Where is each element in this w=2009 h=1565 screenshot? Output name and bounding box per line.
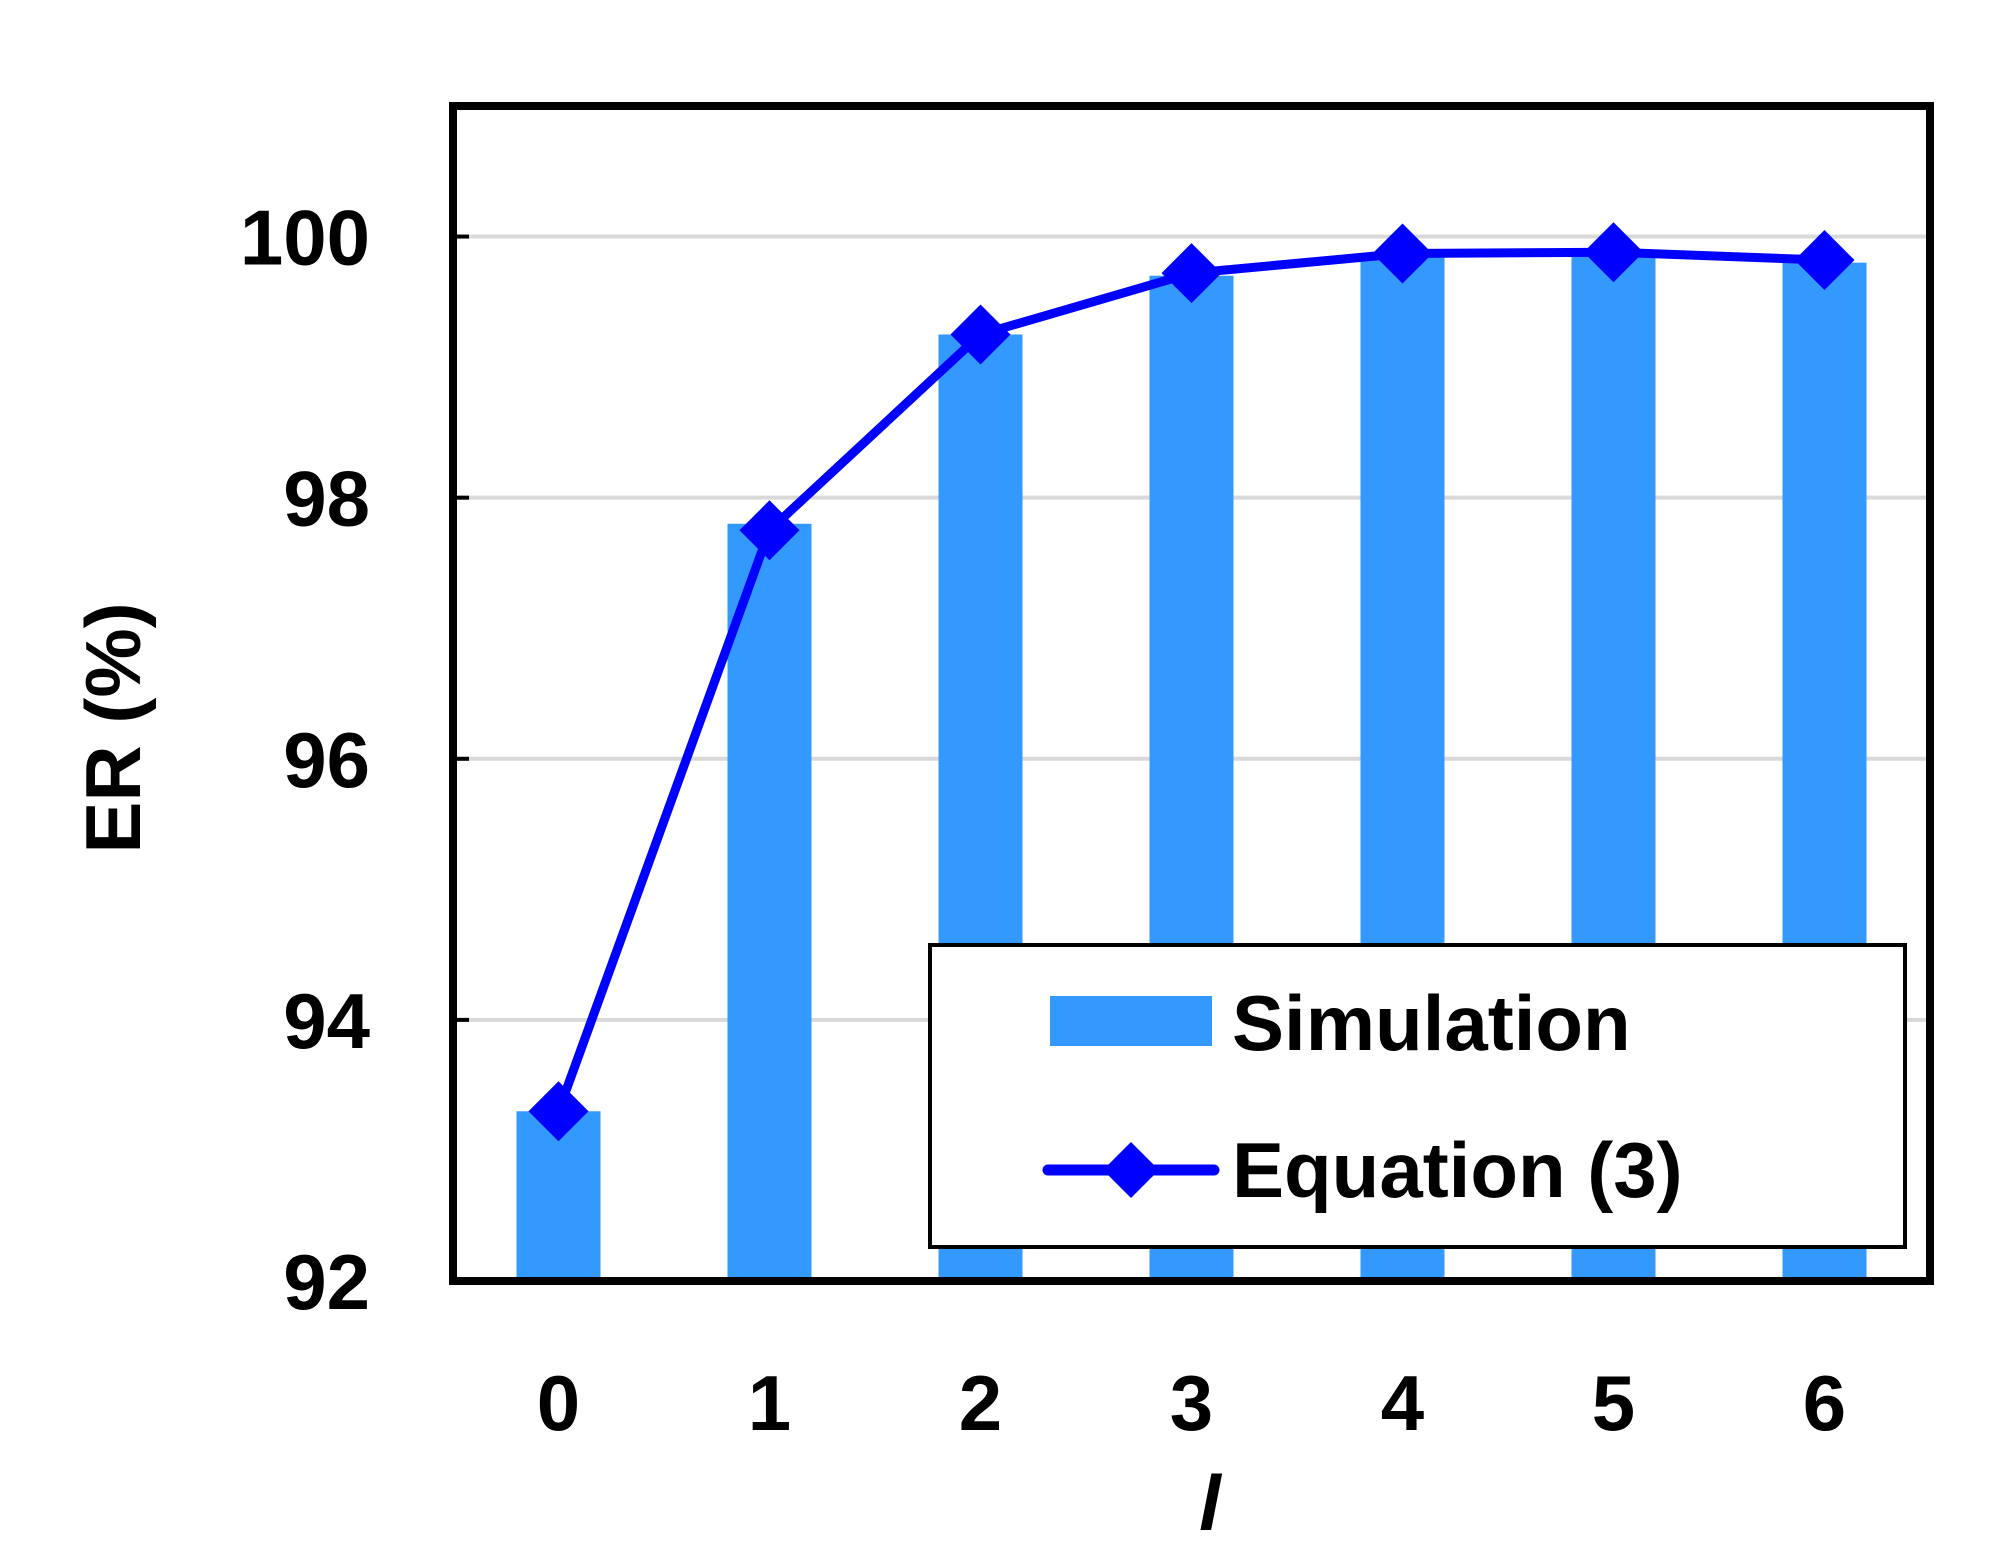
point-marker [739,500,800,561]
x-axis-label: l [1199,1459,1222,1547]
y-tick-label: 96 [283,716,370,804]
legend-box [928,943,1907,1249]
x-tick-label: 3 [1170,1359,1213,1447]
x-tick-label: 4 [1381,1359,1424,1447]
x-tick-labels: 0 1 2 3 4 5 6 [537,1359,1846,1447]
x-tick-label: 5 [1592,1359,1635,1447]
y-tick-label: 100 [240,194,370,282]
bar [727,523,812,1281]
x-tick-label: 1 [748,1359,791,1447]
legend-label-simulation: Simulation [1232,979,1631,1067]
legend-swatch-simulation [1050,996,1212,1046]
point-marker [528,1081,589,1142]
point-marker [1583,222,1644,283]
x-tick-label: 2 [959,1359,1002,1447]
x-tick-label: 6 [1803,1359,1846,1447]
y-tick-label: 94 [283,977,370,1065]
y-tick-labels: 92 94 96 98 100 [240,194,370,1326]
y-tick-label: 98 [283,455,370,543]
y-axis-label: ER (%) [69,602,157,853]
plot-frame [449,102,1934,1285]
y-tick-label: 92 [283,1238,370,1326]
legend-label-equation: Equation (3) [1232,1126,1683,1214]
point-marker [1372,223,1433,284]
line-series-equation [528,222,1855,1142]
point-marker [950,304,1011,365]
x-tick-label: 0 [537,1359,580,1447]
point-marker [1794,230,1855,291]
point-marker [1161,243,1222,304]
legend-marker-equation [1103,1142,1159,1198]
legend: Simulation Equation (3) [928,943,1907,1249]
